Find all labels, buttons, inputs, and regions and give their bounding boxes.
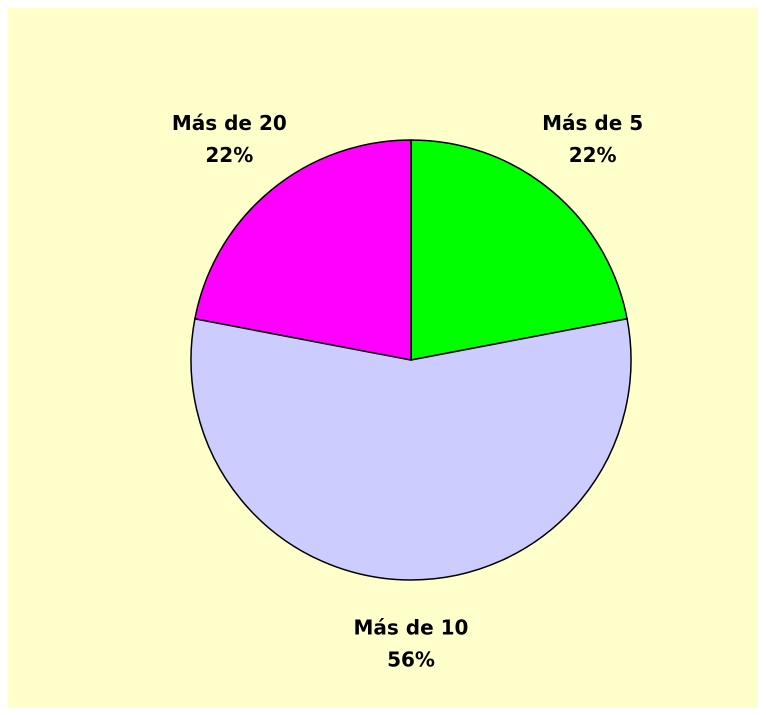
slice-label: Más de 10 [354, 616, 469, 640]
slice-value-label: 22% [569, 143, 617, 167]
pie-slice [410, 139, 628, 361]
slice-label: Más de 20 [172, 111, 287, 135]
slice-value-label: 56% [387, 648, 435, 672]
slice-label: Más de 5 [542, 111, 643, 135]
pie-slice [190, 317, 632, 581]
slice-value-label: 22% [205, 143, 253, 167]
pie-slice [194, 139, 412, 361]
